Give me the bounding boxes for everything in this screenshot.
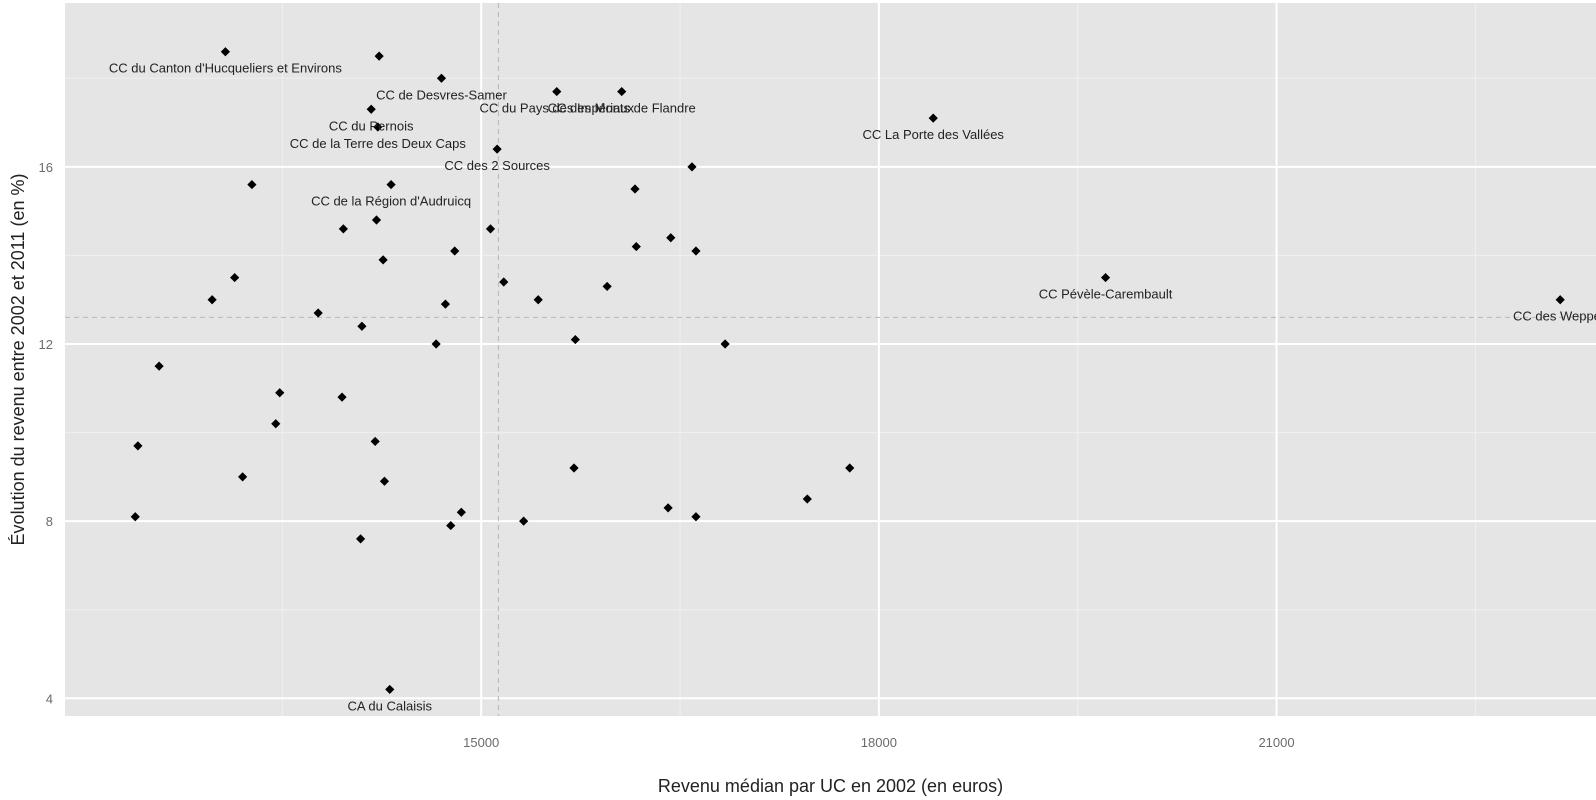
point-label: CC du Canton d'Hucqueliers et Environs — [109, 61, 342, 76]
data-point — [720, 339, 730, 349]
data-point — [631, 241, 641, 252]
data-point — [220, 47, 230, 57]
data-point — [379, 476, 390, 486]
data-point — [570, 334, 580, 345]
minor-gridlines — [65, 3, 1596, 716]
data-point — [313, 308, 323, 318]
data-point — [519, 516, 529, 526]
y-tick-label: 16 — [39, 160, 53, 175]
data-point — [687, 162, 697, 172]
data-point — [355, 534, 366, 544]
y-tick-label: 8 — [46, 514, 53, 529]
data-point — [271, 419, 281, 429]
data-point — [154, 361, 164, 371]
data-point — [663, 503, 673, 513]
point-label: CC de la Terre des Deux Caps — [290, 136, 467, 151]
data-point — [446, 520, 456, 531]
y-axis-title: Évolution du revenu entre 2002 et 2011 (… — [8, 174, 28, 546]
point-label: CC de Desvres-Samer — [376, 87, 507, 102]
x-tick-label: 15000 — [463, 735, 499, 750]
data-point — [456, 507, 466, 517]
data-point — [499, 277, 509, 287]
data-point — [617, 86, 627, 97]
data-point — [492, 144, 502, 154]
data-point — [552, 86, 562, 97]
point-label: CC de la Région d'Audruicq — [311, 194, 471, 209]
y-tick-label: 12 — [39, 337, 53, 352]
data-point — [569, 463, 579, 473]
data-point — [357, 321, 367, 331]
data-point — [1555, 295, 1565, 305]
x-tick-label: 21000 — [1258, 735, 1294, 750]
data-point — [133, 441, 143, 451]
data-point — [385, 684, 395, 695]
data-point — [338, 224, 348, 234]
data-point — [533, 295, 543, 305]
point-label: CC des Monts de Flandre — [548, 101, 696, 116]
point-label: CC Pévèle-Carembault — [1039, 287, 1173, 302]
point-labels: CC du Canton d'Hucqueliers et Environs CC… — [109, 61, 1596, 714]
data-point — [378, 255, 388, 265]
data-point — [275, 388, 285, 398]
point-label: CC des Weppes — [1513, 309, 1596, 324]
data-point — [366, 104, 376, 114]
data-point — [691, 246, 701, 256]
data-point — [845, 463, 855, 473]
data-point — [373, 122, 383, 132]
data-point — [371, 215, 382, 225]
data-point — [1100, 272, 1111, 283]
data-point — [802, 494, 812, 504]
data-point — [130, 512, 140, 522]
data-point — [436, 73, 447, 83]
data-points — [130, 47, 1565, 695]
data-point — [630, 184, 640, 194]
point-label: CA du Calaisis — [347, 698, 432, 713]
point-label: CC du Pays des Impériaux — [479, 101, 634, 116]
x-axis-title: Revenu médian par UC en 2002 (en euros) — [658, 776, 1003, 796]
data-point — [247, 179, 257, 190]
data-point — [440, 299, 451, 309]
data-point — [602, 281, 612, 292]
major-gridlines — [65, 3, 1596, 716]
x-tick-label: 18000 — [861, 735, 897, 750]
reference-lines — [65, 3, 1596, 716]
data-point — [691, 512, 701, 522]
data-point — [337, 392, 347, 402]
data-point — [207, 295, 217, 305]
data-point — [370, 436, 380, 447]
data-point — [386, 179, 396, 190]
plot-panel — [65, 3, 1596, 716]
data-point — [485, 224, 496, 234]
x-axis-ticks: 15000 18000 21000 — [463, 735, 1294, 750]
y-axis-ticks: 4 8 12 16 — [39, 160, 53, 706]
data-point — [450, 246, 460, 256]
point-label: CC des 2 Sources — [444, 158, 550, 173]
data-point — [230, 272, 240, 283]
data-point — [928, 113, 938, 123]
point-label: CC La Porte des Vallées — [863, 127, 1005, 142]
data-point — [666, 233, 676, 243]
data-point — [374, 51, 384, 61]
point-label: CC du Pernois — [329, 118, 414, 133]
data-point — [431, 339, 441, 349]
data-point — [238, 472, 248, 482]
y-tick-label: 4 — [46, 691, 53, 706]
